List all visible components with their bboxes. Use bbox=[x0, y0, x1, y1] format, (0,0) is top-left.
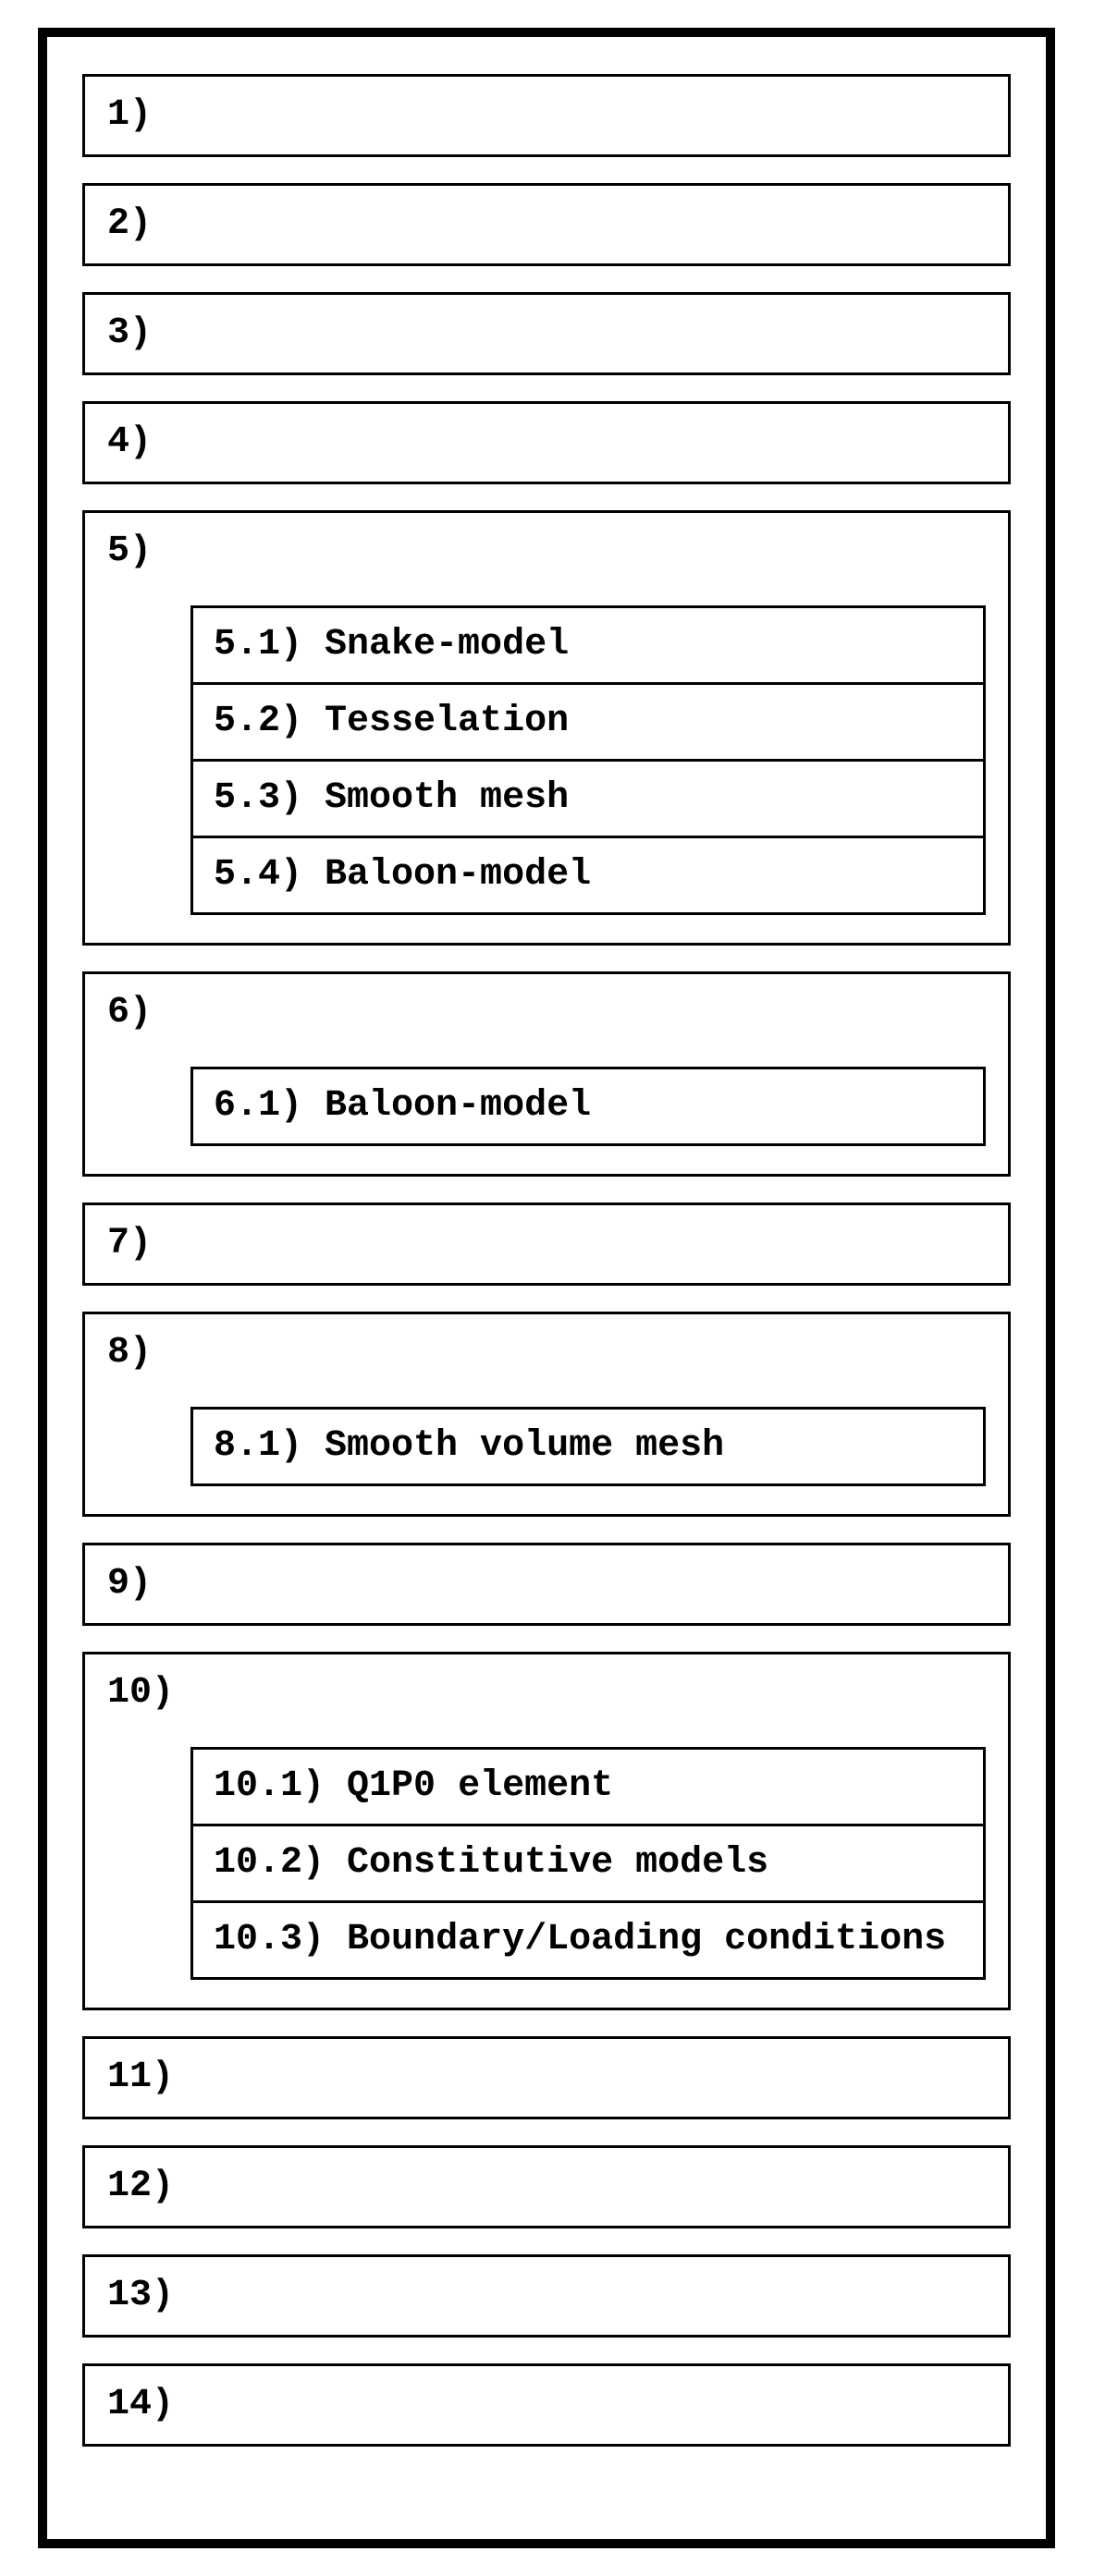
substep-text: Baloon-model bbox=[325, 1085, 591, 1127]
substep-row: 5.1) Snake-model bbox=[193, 608, 983, 685]
substep-text: Tesselation bbox=[325, 701, 569, 742]
step-box-1: 1) bbox=[82, 74, 1011, 157]
substep-row: 10.3) Boundary/Loading conditions bbox=[193, 1903, 983, 1977]
step-label: 13) bbox=[107, 2274, 986, 2318]
substep-number: 5.1) bbox=[214, 624, 302, 665]
step-box-12: 12) bbox=[82, 2145, 1011, 2228]
substeps-table: 8.1) Smooth volume mesh bbox=[190, 1407, 986, 1486]
step-box-13: 13) bbox=[82, 2254, 1011, 2338]
substep-text: Snake-model bbox=[325, 624, 569, 665]
substep-text: Boundary/Loading conditions bbox=[347, 1919, 946, 1960]
substep-text: Baloon-model bbox=[325, 854, 591, 896]
step-label: 2) bbox=[107, 202, 986, 247]
step-label: 4) bbox=[107, 421, 986, 465]
step-box-5: 5)5.1) Snake-model5.2) Tesselation5.3) S… bbox=[82, 510, 1011, 946]
substeps-table: 10.1) Q1P0 element10.2) Constitutive mod… bbox=[190, 1747, 986, 1980]
step-label: 10) bbox=[107, 1671, 986, 1715]
substep-row: 5.4) Baloon-model bbox=[193, 838, 983, 912]
step-label: 1) bbox=[107, 93, 986, 138]
substep-row: 8.1) Smooth volume mesh bbox=[193, 1410, 983, 1483]
substep-text: Smooth volume mesh bbox=[325, 1425, 724, 1467]
step-box-2: 2) bbox=[82, 183, 1011, 266]
substep-row: 6.1) Baloon-model bbox=[193, 1069, 983, 1143]
substep-number: 5.3) bbox=[214, 777, 302, 819]
step-box-14: 14) bbox=[82, 2363, 1011, 2447]
substep-number: 5.4) bbox=[214, 854, 302, 896]
substeps-table: 6.1) Baloon-model bbox=[190, 1067, 986, 1146]
step-label: 11) bbox=[107, 2056, 986, 2100]
step-box-11: 11) bbox=[82, 2036, 1011, 2119]
step-label: 7) bbox=[107, 1222, 986, 1266]
step-box-4: 4) bbox=[82, 401, 1011, 484]
step-box-9: 9) bbox=[82, 1543, 1011, 1626]
substep-row: 5.3) Smooth mesh bbox=[193, 762, 983, 838]
step-box-3: 3) bbox=[82, 292, 1011, 375]
substep-row: 5.2) Tesselation bbox=[193, 685, 983, 762]
step-label: 12) bbox=[107, 2165, 986, 2209]
substep-row: 10.1) Q1P0 element bbox=[193, 1750, 983, 1826]
substep-number: 10.3) bbox=[214, 1919, 325, 1960]
process-frame: 1)2)3)4)5)5.1) Snake-model5.2) Tesselati… bbox=[38, 28, 1055, 2548]
substep-number: 6.1) bbox=[214, 1085, 302, 1127]
step-box-10: 10)10.1) Q1P0 element10.2) Constitutive … bbox=[82, 1652, 1011, 2010]
step-label: 14) bbox=[107, 2383, 986, 2427]
substep-number: 10.2) bbox=[214, 1842, 325, 1884]
step-box-8: 8) 8.1) Smooth volume mesh bbox=[82, 1312, 1011, 1517]
substep-number: 5.2) bbox=[214, 701, 302, 742]
step-label: 8) bbox=[107, 1331, 986, 1375]
substep-text: Smooth mesh bbox=[325, 777, 569, 819]
substep-number: 8.1) bbox=[214, 1425, 302, 1467]
substep-text: Constitutive models bbox=[347, 1842, 768, 1884]
substep-number: 10.1) bbox=[214, 1765, 325, 1807]
step-box-6: 6) 6.1) Baloon-model bbox=[82, 971, 1011, 1177]
step-label: 9) bbox=[107, 1562, 986, 1606]
step-label: 5) bbox=[107, 530, 986, 574]
step-label: 3) bbox=[107, 311, 986, 356]
step-label: 6) bbox=[107, 991, 986, 1035]
step-box-7: 7) bbox=[82, 1203, 1011, 1286]
substeps-table: 5.1) Snake-model5.2) Tesselation5.3) Smo… bbox=[190, 605, 986, 915]
substep-row: 10.2) Constitutive models bbox=[193, 1826, 983, 1903]
substep-text: Q1P0 element bbox=[347, 1765, 613, 1807]
